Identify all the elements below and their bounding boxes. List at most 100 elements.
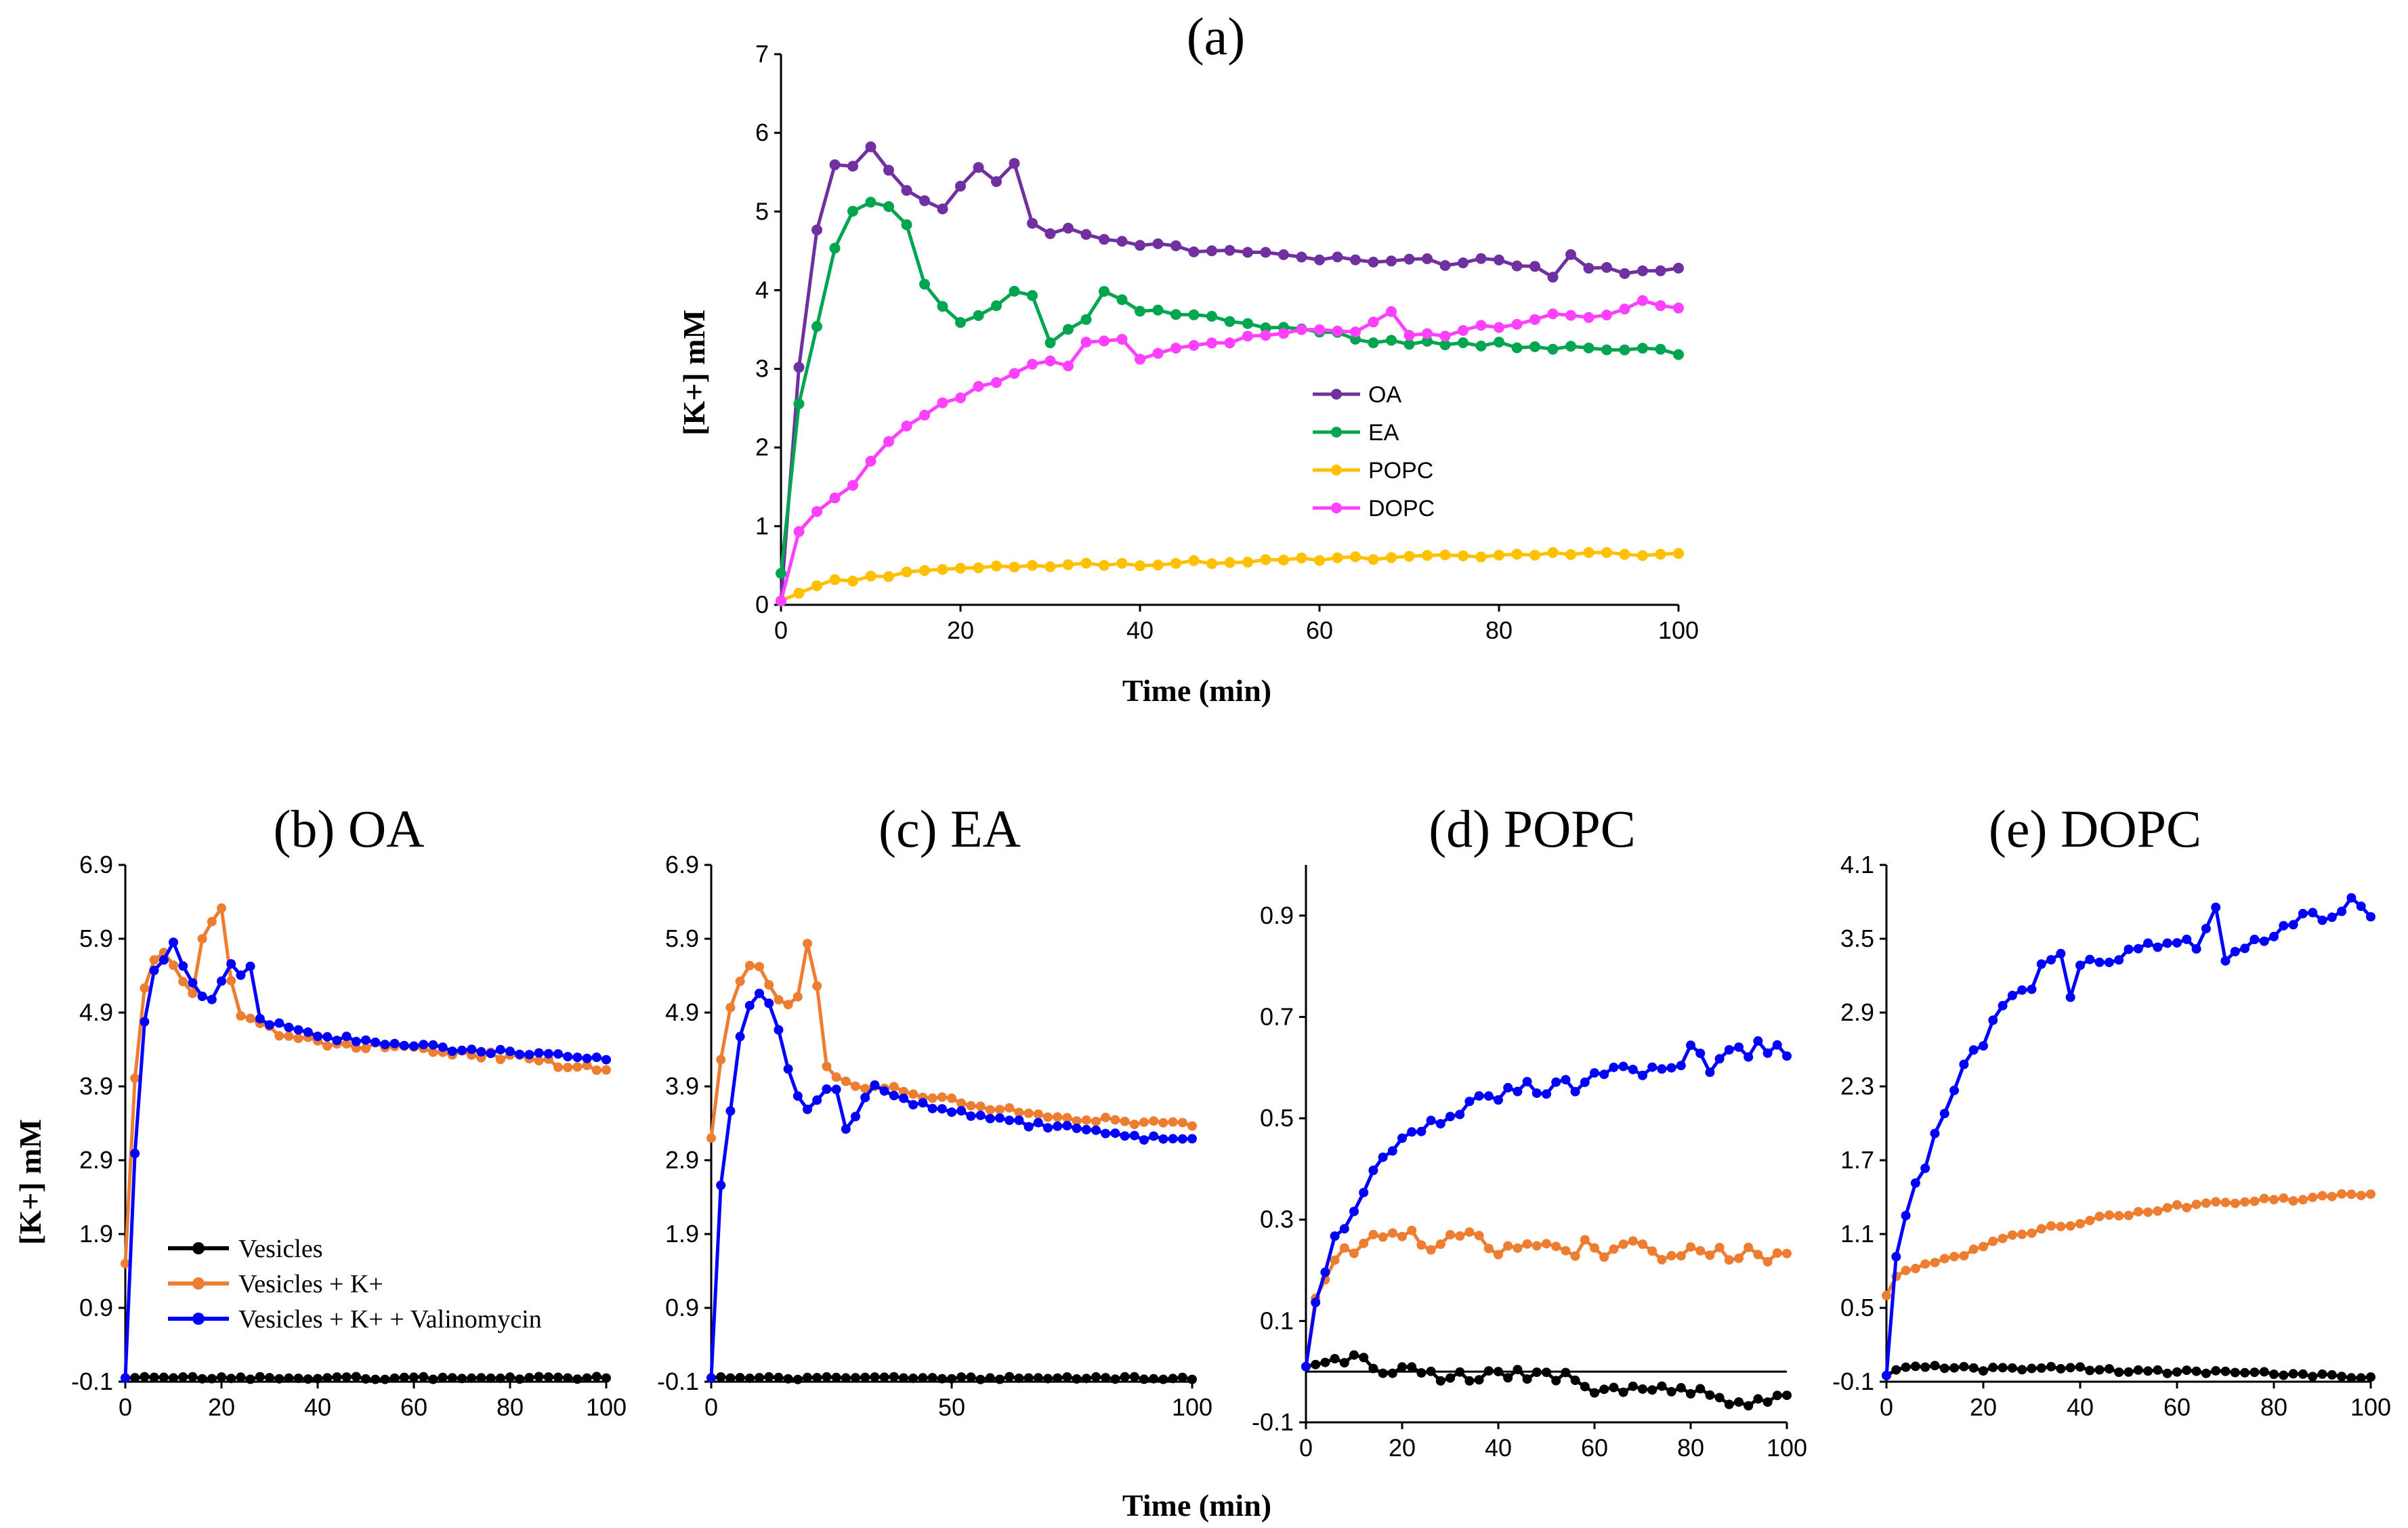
data-point bbox=[1628, 1381, 1638, 1391]
data-point bbox=[1619, 549, 1630, 560]
data-point bbox=[1445, 1373, 1455, 1383]
data-point bbox=[2153, 942, 2163, 952]
y-tick-label: 3.9 bbox=[665, 1072, 699, 1100]
y-tick-label: 5 bbox=[755, 197, 769, 225]
data-point bbox=[1027, 358, 1038, 370]
y-tick-label: 2.9 bbox=[1840, 998, 1874, 1026]
data-point bbox=[1120, 1372, 1130, 1382]
data-point bbox=[1988, 1362, 1998, 1372]
data-point bbox=[822, 1372, 832, 1382]
x-tick-label: 0 bbox=[1880, 1393, 1893, 1421]
data-point bbox=[1590, 1388, 1599, 1398]
legend-marker bbox=[1331, 427, 1342, 438]
data-point bbox=[1314, 324, 1325, 335]
data-point bbox=[1027, 290, 1038, 301]
data-point bbox=[1561, 1075, 1571, 1085]
data-point bbox=[1695, 1048, 1706, 1059]
data-point bbox=[543, 1372, 553, 1382]
data-point bbox=[1168, 1117, 1178, 1127]
data-point bbox=[1458, 257, 1469, 269]
data-point bbox=[811, 506, 822, 517]
data-point bbox=[851, 1111, 860, 1122]
y-tick-label: 5.9 bbox=[665, 925, 699, 952]
data-point bbox=[2337, 1189, 2347, 1199]
data-point bbox=[1647, 1062, 1657, 1072]
data-point bbox=[764, 980, 774, 990]
data-point bbox=[2075, 1218, 2085, 1229]
panel-a-ylabel: [K+] mM bbox=[677, 310, 711, 436]
data-point bbox=[1753, 1394, 1763, 1404]
data-point bbox=[1618, 1239, 1628, 1249]
x-tick-label: 60 bbox=[400, 1393, 427, 1421]
data-point bbox=[2366, 1372, 2375, 1382]
data-point bbox=[1407, 1127, 1417, 1137]
data-point bbox=[1072, 1374, 1082, 1384]
data-point bbox=[2182, 1365, 2192, 1376]
data-point bbox=[966, 1111, 976, 1121]
data-point bbox=[149, 1372, 159, 1382]
data-point bbox=[1080, 337, 1092, 348]
data-point bbox=[1673, 262, 1684, 274]
data-point bbox=[1638, 1239, 1647, 1249]
data-point bbox=[1583, 342, 1594, 354]
data-point bbox=[899, 1373, 908, 1383]
data-point bbox=[361, 1043, 371, 1053]
data-point bbox=[361, 1035, 371, 1045]
data-point bbox=[1009, 561, 1020, 573]
data-point bbox=[572, 1053, 583, 1063]
data-point bbox=[956, 1372, 967, 1382]
data-point bbox=[1278, 249, 1289, 260]
data-point bbox=[495, 1044, 505, 1055]
data-point bbox=[899, 1093, 908, 1103]
data-point bbox=[1734, 1397, 1744, 1407]
data-point bbox=[1475, 320, 1487, 331]
data-point bbox=[399, 1040, 409, 1050]
y-tick-label: 5.9 bbox=[79, 925, 113, 952]
series-oa bbox=[776, 141, 1684, 607]
data-point bbox=[515, 1049, 525, 1059]
data-point bbox=[341, 1372, 352, 1382]
panel-b-title: (b) OA bbox=[273, 799, 424, 858]
data-point bbox=[1998, 1233, 2008, 1244]
data-point bbox=[2124, 944, 2134, 954]
x-tick-label: 80 bbox=[2260, 1393, 2287, 1421]
data-point bbox=[1655, 549, 1666, 560]
data-point bbox=[829, 574, 841, 585]
data-point bbox=[973, 310, 984, 321]
data-point bbox=[1619, 344, 1630, 356]
data-point bbox=[1657, 1381, 1667, 1391]
data-point bbox=[341, 1032, 352, 1042]
data-point bbox=[1724, 1399, 1734, 1409]
data-point bbox=[1551, 1077, 1561, 1087]
data-point bbox=[1532, 1241, 1542, 1251]
data-point bbox=[783, 1000, 793, 1010]
data-point bbox=[2133, 943, 2143, 954]
data-point bbox=[1551, 1242, 1561, 1252]
data-point bbox=[2114, 1211, 2124, 1221]
data-point bbox=[1666, 1386, 1676, 1397]
data-point bbox=[1278, 554, 1289, 566]
data-point bbox=[1762, 1256, 1773, 1267]
data-point bbox=[851, 1373, 860, 1383]
data-point bbox=[1705, 1390, 1715, 1400]
data-point bbox=[1416, 1368, 1427, 1378]
data-point bbox=[1339, 1358, 1349, 1367]
data-point bbox=[1901, 1210, 1911, 1221]
data-point bbox=[947, 1107, 956, 1118]
data-point bbox=[1206, 558, 1217, 570]
data-point bbox=[2182, 1203, 2192, 1212]
data-point bbox=[1882, 1290, 1891, 1300]
data-point bbox=[1522, 1077, 1532, 1086]
data-point bbox=[1349, 1206, 1359, 1216]
data-point bbox=[1080, 557, 1092, 569]
data-point bbox=[1403, 330, 1415, 341]
y-tick-label: 6 bbox=[755, 119, 769, 146]
data-point bbox=[1422, 335, 1433, 347]
data-point bbox=[322, 1373, 333, 1383]
data-point bbox=[1609, 1244, 1619, 1254]
series-vesicles-k- bbox=[706, 939, 1197, 1143]
data-point bbox=[1120, 1131, 1130, 1141]
data-point bbox=[265, 1020, 274, 1030]
data-point bbox=[2162, 1368, 2172, 1378]
data-point bbox=[1939, 1109, 1949, 1119]
